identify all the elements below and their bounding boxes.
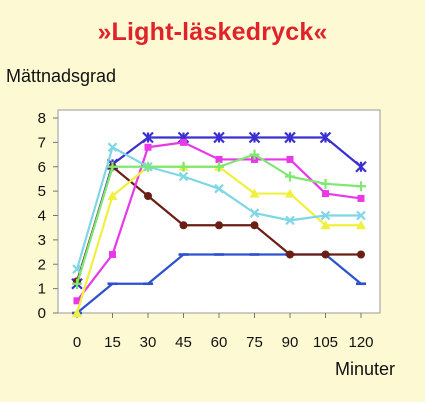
data-point <box>144 143 152 151</box>
series-3 <box>73 162 365 286</box>
x-tick-label: 75 <box>246 334 263 351</box>
y-tick-label: 0 <box>38 305 46 322</box>
data-point <box>285 215 295 226</box>
x-tick-label: 0 <box>73 334 81 351</box>
data-point <box>107 142 118 153</box>
data-point <box>143 161 153 172</box>
series-7 <box>72 149 366 289</box>
data-point <box>321 250 330 259</box>
y-axis-label: Mättnadsgrad <box>6 66 117 86</box>
data-point <box>178 171 189 182</box>
data-point <box>356 210 366 221</box>
data-point <box>214 183 224 194</box>
y-tick-label: 5 <box>38 183 46 200</box>
x-tick-label: 45 <box>175 334 192 351</box>
data-point <box>285 171 295 182</box>
data-point <box>178 161 189 172</box>
chart-title: »Light-läskedryck« <box>97 18 328 46</box>
data-point <box>72 308 82 317</box>
data-point <box>249 188 260 198</box>
data-point <box>180 138 187 146</box>
y-tick-label: 4 <box>38 208 46 225</box>
data-point <box>109 251 116 258</box>
plot-area <box>57 109 381 314</box>
data-point <box>319 131 332 144</box>
y-tick-label: 8 <box>38 110 46 127</box>
data-point <box>357 194 365 202</box>
x-axis-label: Minuter <box>335 359 395 379</box>
data-point <box>249 149 260 160</box>
data-point <box>355 160 367 173</box>
x-tick-label: 60 <box>211 334 228 351</box>
y-tick-label: 1 <box>38 281 46 298</box>
x-tick-label: 15 <box>104 334 121 351</box>
data-point <box>72 278 82 289</box>
y-tick-label: 3 <box>38 232 46 249</box>
data-point <box>179 221 188 230</box>
data-point <box>284 131 296 144</box>
data-point <box>286 155 294 163</box>
data-point <box>107 161 118 172</box>
data-point <box>215 221 223 230</box>
x-tick-label: 120 <box>348 334 373 351</box>
data-point <box>320 220 331 230</box>
data-point <box>356 220 366 230</box>
data-point <box>73 297 81 305</box>
data-point <box>249 208 260 218</box>
data-point <box>320 178 331 189</box>
y-tick-label: 7 <box>38 134 46 151</box>
data-point <box>107 191 118 200</box>
x-tick-label: 105 <box>313 334 338 351</box>
data-point <box>356 181 366 192</box>
x-tick-label: 30 <box>140 334 157 351</box>
y-tick-label: 6 <box>38 159 46 176</box>
data-point <box>320 210 331 221</box>
data-point <box>144 192 152 200</box>
data-point <box>286 250 294 259</box>
data-point <box>250 221 259 230</box>
data-point <box>142 131 154 144</box>
data-point <box>248 131 261 144</box>
data-point <box>215 155 223 163</box>
data-point <box>357 250 365 259</box>
data-point <box>285 188 295 198</box>
data-point <box>214 161 224 172</box>
x-tick-label: 90 <box>282 334 299 351</box>
data-point <box>213 131 225 144</box>
y-tick-label: 2 <box>38 256 46 273</box>
data-point <box>322 190 329 198</box>
